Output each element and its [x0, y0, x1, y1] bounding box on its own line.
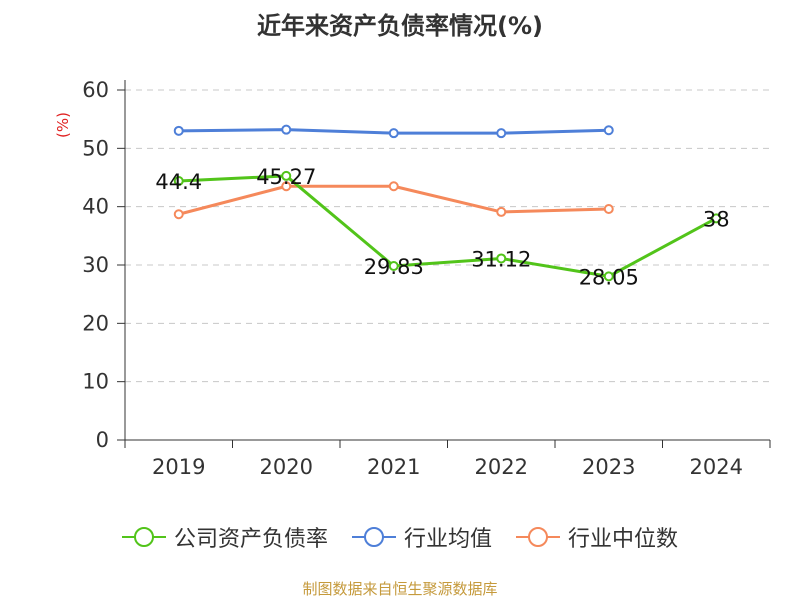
legend-item[interactable]: 公司资产负债率: [121, 521, 328, 553]
data-point: [173, 209, 184, 220]
data-point: [496, 253, 507, 264]
legend-marker: [133, 527, 154, 547]
data-point: [281, 124, 292, 135]
data-point: [281, 170, 292, 181]
y-tick-label: 10: [82, 370, 109, 394]
x-tick-label: 2023: [582, 455, 635, 479]
x-tick-label: 2020: [260, 455, 313, 479]
y-tick-label: 50: [82, 136, 109, 160]
x-tick-label: 2024: [690, 455, 743, 479]
x-tick-label: 2019: [152, 455, 205, 479]
legend-item[interactable]: 行业均值: [351, 521, 492, 553]
legend-label: 行业中位数: [568, 527, 679, 552]
source-note: 制图数据来自恒生聚源数据库: [302, 580, 498, 598]
data-point: [388, 128, 399, 139]
y-tick-label: 30: [82, 253, 109, 277]
legend-item[interactable]: 行业中位数: [516, 521, 678, 553]
data-point: [281, 181, 292, 192]
chart-title: 近年来资产负债率情况(%): [257, 12, 543, 40]
legend-label: 公司资产负债率: [173, 527, 328, 552]
data-label: 31.12: [471, 247, 531, 271]
data-label: 45.27: [256, 165, 316, 189]
data-point: [173, 176, 184, 186]
y-tick-label: 60: [82, 78, 109, 102]
series-line-0: [178, 174, 717, 278]
data-point: [603, 204, 614, 214]
x-tick-label: 2022: [475, 455, 528, 479]
legend-swatch: [121, 527, 166, 547]
data-point: [173, 125, 184, 136]
data-point: [496, 206, 507, 217]
data-label: 29.83: [364, 255, 424, 279]
legend-swatch: [351, 527, 396, 547]
data-label: 28.05: [579, 265, 639, 289]
y-tick-label: 0: [96, 428, 109, 452]
data-point: [388, 181, 399, 192]
legend: 公司资产负债率 行业均值 行业中位数: [0, 520, 800, 554]
y-axis-label: (%): [54, 112, 72, 138]
y-tick-label: 40: [82, 195, 109, 219]
x-tick-label: 2021: [367, 455, 420, 479]
data-point: [603, 125, 614, 136]
data-point: [496, 128, 507, 139]
legend-marker: [528, 527, 548, 547]
legend-swatch: [516, 527, 560, 547]
data-point: [603, 271, 614, 282]
data-label: 38: [703, 207, 730, 231]
data-point: [388, 260, 399, 271]
legend-marker: [363, 527, 384, 547]
y-tick-label: 20: [82, 311, 109, 335]
legend-label: 行业均值: [403, 527, 492, 552]
data-label: 44.4: [155, 170, 202, 194]
data-point: [711, 213, 722, 224]
